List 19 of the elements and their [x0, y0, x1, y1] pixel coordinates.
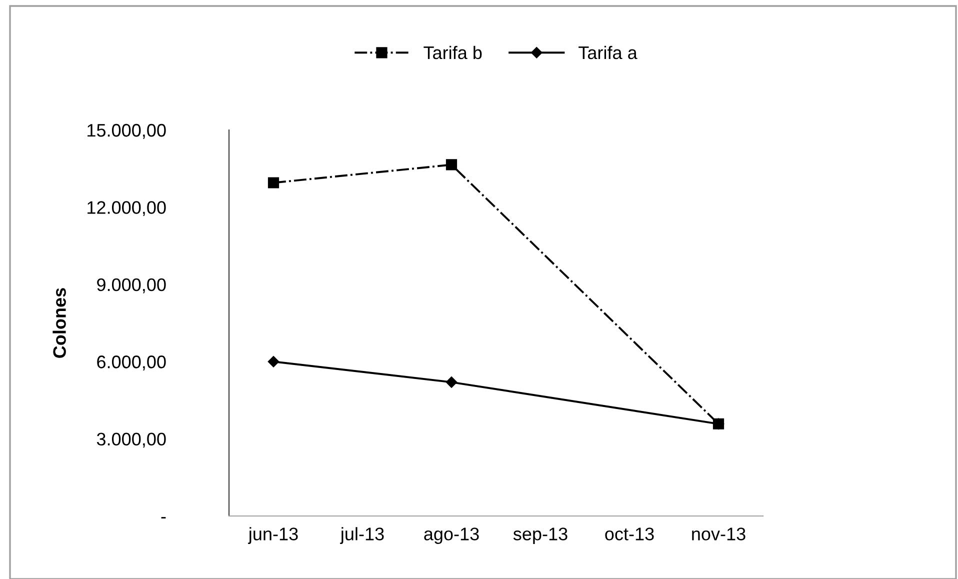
legend-label: Tarifa b [424, 46, 482, 60]
legend-label: Tarifa a [578, 46, 638, 60]
point [446, 159, 458, 170]
y-tick-label: - [161, 517, 166, 518]
x-tick-label: oct-13 [605, 528, 654, 540]
y-axis-title: Colones [52, 288, 66, 358]
x-tick-label: jul-13 [340, 527, 384, 544]
point [268, 177, 280, 188]
point [268, 356, 280, 368]
x-tick-label: nov-13 [692, 528, 746, 540]
x-tick-label: ago-13 [424, 528, 479, 544]
y-tick-label: 6.000,00 [97, 356, 166, 370]
x-tick-label: sep-13 [513, 528, 568, 544]
y-tick-label: 15.000,00 [88, 124, 166, 139]
y-tick-label: 3.000,00 [96, 432, 166, 448]
y-tick-label: 9.000,00 [97, 278, 166, 294]
point [446, 376, 458, 388]
y-tick-label: 12.000,00 [88, 201, 166, 216]
x-tick-label: jun-13 [248, 527, 298, 544]
